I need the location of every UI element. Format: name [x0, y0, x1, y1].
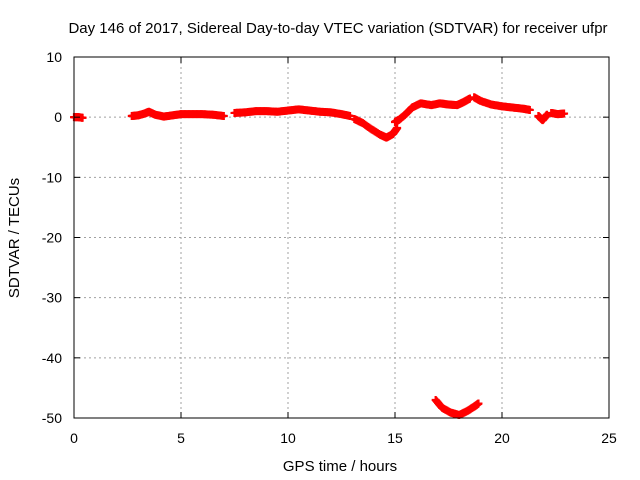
data-segment-7: [547, 108, 569, 119]
data-segment-5: [470, 93, 534, 114]
y-tick-label: -30: [42, 290, 62, 306]
data-segment-1: [127, 107, 228, 121]
data-segment-3: [350, 114, 402, 142]
y-axis-title: SDTVAR / TECUs: [6, 178, 23, 298]
x-tick-label: 15: [387, 430, 403, 446]
x-tick-label: 10: [280, 430, 296, 446]
chart-title: Day 146 of 2017, Sidereal Day-to-day VTE…: [68, 20, 607, 37]
data-point: [78, 113, 87, 122]
data-series-sdtvar: [70, 93, 569, 419]
x-tick-label: 25: [601, 430, 617, 446]
x-tick-label: 0: [70, 430, 78, 446]
x-tick-label: 20: [494, 430, 510, 446]
y-tick-label: -10: [42, 169, 62, 185]
y-tick-label: -20: [42, 230, 62, 246]
data-point: [346, 111, 355, 120]
x-axis-title: GPS time / hours: [283, 458, 397, 475]
data-point: [474, 399, 483, 408]
y-tick-label: -50: [42, 410, 62, 426]
y-tick-label: 0: [54, 109, 62, 125]
y-tick-label: -40: [42, 350, 62, 366]
data-segment-8: [431, 395, 483, 419]
grid-lines: [74, 57, 609, 418]
data-point: [219, 111, 228, 120]
data-point: [560, 109, 569, 118]
data-point: [525, 105, 534, 114]
data-point: [542, 110, 551, 119]
data-segment-6: [534, 110, 551, 125]
x-tick-label: 5: [177, 430, 185, 446]
y-tick-label: 10: [46, 49, 62, 65]
axis-ticks: 0 5 10 15 20 25 10 0 -10 -20 -30 -40 -50: [42, 49, 617, 446]
data-segment-2: [230, 105, 355, 120]
data-segment-4: [391, 94, 474, 126]
